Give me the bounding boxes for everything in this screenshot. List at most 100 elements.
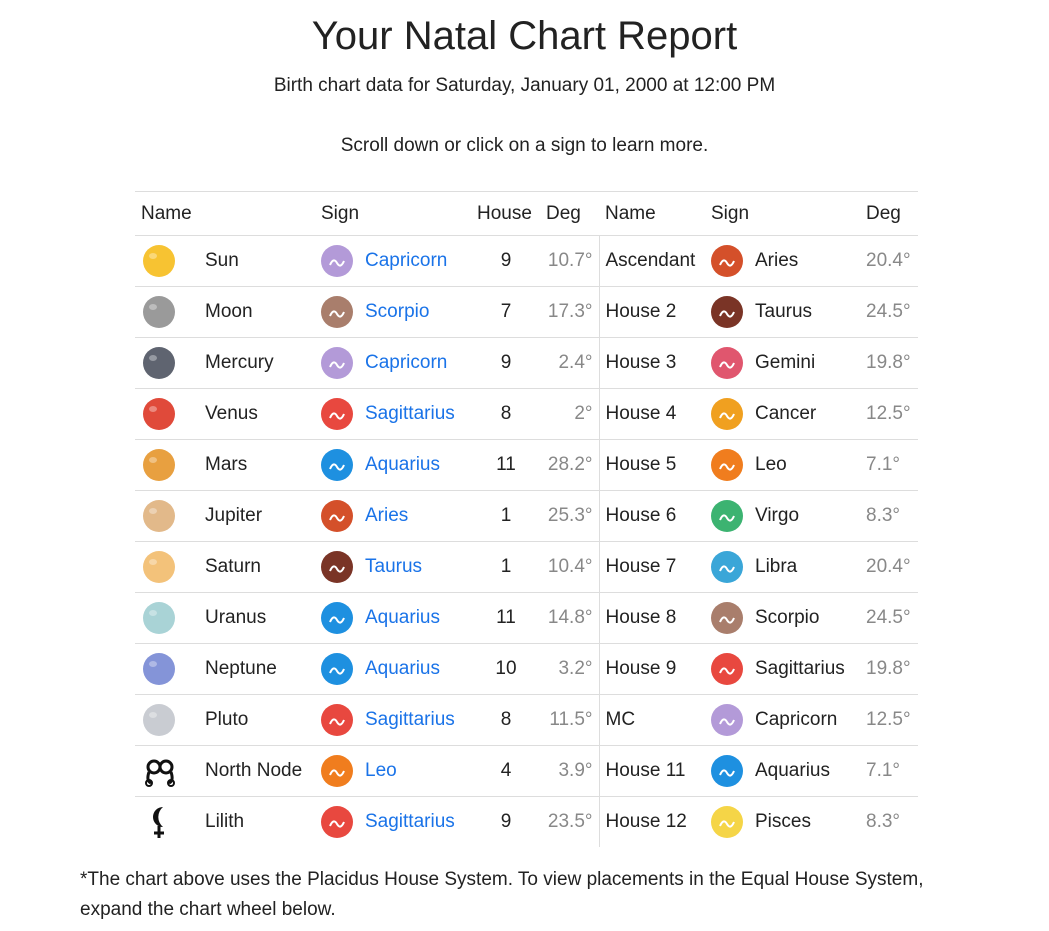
sign-name: Sagittarius [755, 658, 845, 679]
planet-name: Mercury [205, 352, 274, 373]
column-header: Sign [315, 191, 472, 236]
sign-icon-cell [705, 235, 755, 287]
planet-icon [143, 347, 175, 379]
planet-name: Sun [205, 250, 239, 271]
sign-link[interactable]: Sagittarius [365, 811, 455, 832]
planet-name-cell: Neptune [200, 643, 315, 695]
table-row: Pluto Sagittarius 8 11.5° MC Capricorn 12.5° [135, 694, 918, 746]
sign-name: Leo [755, 454, 787, 475]
planet-icon-cell [135, 694, 200, 746]
house-name: House 12 [605, 811, 687, 832]
column-header: Deg [540, 191, 599, 236]
sign-icon [321, 755, 353, 787]
sign-icon [321, 245, 353, 277]
sign-link[interactable]: Aquarius [365, 454, 440, 475]
sign-link[interactable]: Capricorn [365, 352, 448, 373]
sign-name-cell: Taurus [755, 286, 860, 338]
sign-link-cell: Leo [365, 745, 472, 797]
planet-name-cell: North Node [200, 745, 315, 797]
node-symbol [145, 759, 175, 787]
house-name: House 11 [605, 760, 686, 781]
planet-icon-cell [135, 541, 200, 593]
sign-icon [711, 602, 743, 634]
planet-name-cell: Venus [200, 388, 315, 440]
planet-name-cell: Saturn [200, 541, 315, 593]
planet-name-cell: Uranus [200, 592, 315, 644]
house-name: House 7 [605, 556, 677, 577]
sign-name: Aries [755, 250, 799, 271]
degree-cell: 10.4° [540, 541, 600, 593]
house-cell: 7 [472, 286, 540, 338]
sign-link-cell: Aquarius [365, 439, 472, 491]
degree: 24.5° [866, 607, 911, 628]
degree-cell: 19.8° [860, 643, 918, 695]
sign-link[interactable]: Sagittarius [365, 709, 455, 730]
planet-name: Lilith [205, 811, 245, 832]
sign-icon-cell [315, 745, 365, 797]
sign-name: Aquarius [755, 760, 830, 781]
sign-link[interactable]: Sagittarius [365, 403, 455, 424]
planet-icon-cell [135, 745, 200, 797]
house-cell: 10 [472, 643, 540, 695]
sign-link[interactable]: Scorpio [365, 301, 430, 322]
degree-cell: 12.5° [860, 694, 918, 746]
sign-icon-cell [315, 337, 365, 389]
sign-link[interactable]: Aries [365, 505, 409, 526]
house-cell: 9 [472, 337, 540, 389]
sign-icon-cell [315, 439, 365, 491]
sign-name-cell: Capricorn [755, 694, 860, 746]
degree: 24.5° [866, 301, 911, 322]
degree: 2° [574, 403, 593, 424]
planet-icon [143, 602, 175, 634]
planet-icon [143, 398, 175, 430]
planet-icon-cell [135, 388, 200, 440]
sign-link[interactable]: Capricorn [365, 250, 448, 271]
sign-link[interactable]: Aquarius [365, 658, 440, 679]
sign-icon [711, 704, 743, 736]
sign-icon-cell [705, 694, 755, 746]
sign-icon-cell [705, 388, 755, 440]
sign-icon-cell [315, 796, 365, 847]
sign-link[interactable]: Aquarius [365, 607, 440, 628]
sign-link[interactable]: Leo [365, 760, 397, 781]
house: 1 [500, 505, 512, 526]
sign-icon-cell [705, 490, 755, 542]
sign-name: Scorpio [755, 607, 820, 628]
sign-icon-cell [705, 745, 755, 797]
house: 9 [500, 811, 512, 832]
degree: 2.4° [558, 352, 593, 373]
degree-cell: 20.4° [860, 541, 918, 593]
sign-icon-cell [315, 286, 365, 338]
planet-icon [143, 449, 175, 481]
house-cell: 8 [472, 694, 540, 746]
sign-icon-cell [705, 643, 755, 695]
house-name-cell: Ascendant [599, 235, 705, 287]
house: 7 [500, 301, 512, 322]
table-row: Jupiter Aries 1 25.3° House 6 Virgo 8.3° [135, 490, 918, 542]
degree-cell: 2.4° [540, 337, 600, 389]
planet-icon [143, 296, 175, 328]
house: 1 [500, 556, 512, 577]
planet-name-cell: Moon [200, 286, 315, 338]
sign-link[interactable]: Taurus [365, 556, 423, 577]
sign-icon [321, 398, 353, 430]
sign-name-cell: Aquarius [755, 745, 860, 797]
degree-cell: 23.5° [540, 796, 600, 847]
planet-icon [143, 704, 175, 736]
table-row: North Node Leo 4 3.9° House 11 Aquarius 7.1° [135, 745, 918, 797]
degree: 8.3° [866, 811, 901, 832]
degree: 20.4° [866, 250, 911, 271]
house: 10 [495, 658, 517, 679]
placements-table: Name Sign House Deg Name Sign Deg Sun Cap… [135, 191, 918, 847]
degree: 23.5° [547, 811, 593, 832]
footnote: *The chart above uses the Placidus House… [80, 869, 924, 920]
degree: 17.3° [547, 301, 593, 322]
house-name-cell: MC [599, 694, 705, 746]
house-name-cell: House 9 [599, 643, 705, 695]
degree: 19.8° [866, 658, 911, 679]
house-cell: 8 [472, 388, 540, 440]
sign-icon [711, 500, 743, 532]
degree-cell: 17.3° [540, 286, 600, 338]
house: 4 [500, 760, 512, 781]
